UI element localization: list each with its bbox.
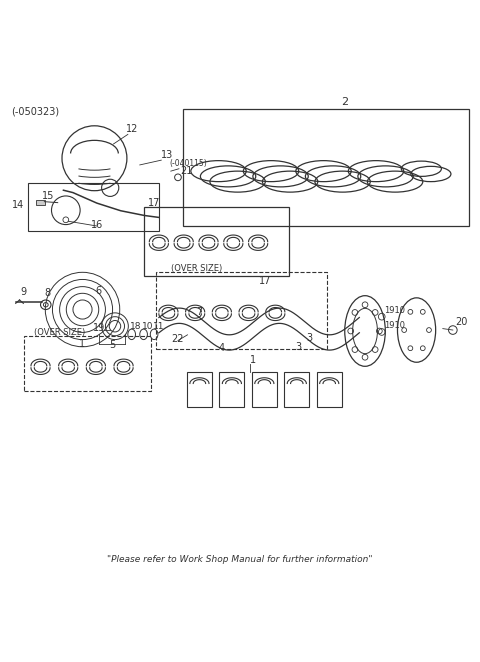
Text: 10: 10: [142, 322, 154, 330]
Text: 21: 21: [180, 166, 193, 177]
Text: 13: 13: [161, 150, 173, 160]
Text: 16: 16: [91, 220, 103, 230]
Text: (-040115): (-040115): [169, 160, 207, 168]
Bar: [252, 371, 277, 407]
Text: 5: 5: [109, 340, 115, 350]
Text: 3: 3: [306, 334, 312, 344]
Bar: [156, 272, 327, 349]
Text: 17: 17: [148, 198, 161, 208]
Text: (OVER SIZE): (OVER SIZE): [171, 264, 222, 273]
Text: 8: 8: [44, 288, 50, 298]
Text: 17: 17: [259, 276, 272, 286]
Text: 1910: 1910: [384, 321, 405, 330]
Text: 12: 12: [126, 124, 139, 134]
Bar: [317, 371, 342, 407]
Text: 2: 2: [341, 97, 348, 107]
Text: (-050323): (-050323): [11, 107, 59, 117]
Text: 18: 18: [130, 322, 142, 330]
Text: 19: 19: [93, 323, 105, 333]
Text: "Please refer to Work Shop Manual for further information": "Please refer to Work Shop Manual for fu…: [107, 555, 373, 564]
Text: 11: 11: [153, 322, 165, 330]
Text: 1910: 1910: [384, 306, 405, 315]
Bar: [284, 371, 309, 407]
Text: 15: 15: [42, 191, 54, 201]
Text: 20: 20: [455, 317, 467, 327]
Text: 14: 14: [12, 201, 24, 211]
Bar: [144, 207, 289, 276]
Text: 9: 9: [21, 287, 26, 297]
Bar: [183, 109, 469, 226]
Text: 1: 1: [250, 355, 256, 365]
Bar: [219, 371, 244, 407]
Text: (OVER SIZE): (OVER SIZE): [34, 328, 85, 337]
Text: 1: 1: [79, 339, 84, 350]
Text: 7: 7: [196, 307, 203, 317]
Bar: [28, 183, 159, 231]
Text: 3: 3: [295, 342, 301, 352]
Text: 6: 6: [96, 286, 102, 296]
Bar: [187, 371, 212, 407]
Text: 22: 22: [171, 334, 183, 344]
Bar: [36, 200, 45, 205]
Text: 4: 4: [218, 343, 225, 353]
Bar: [24, 336, 151, 391]
